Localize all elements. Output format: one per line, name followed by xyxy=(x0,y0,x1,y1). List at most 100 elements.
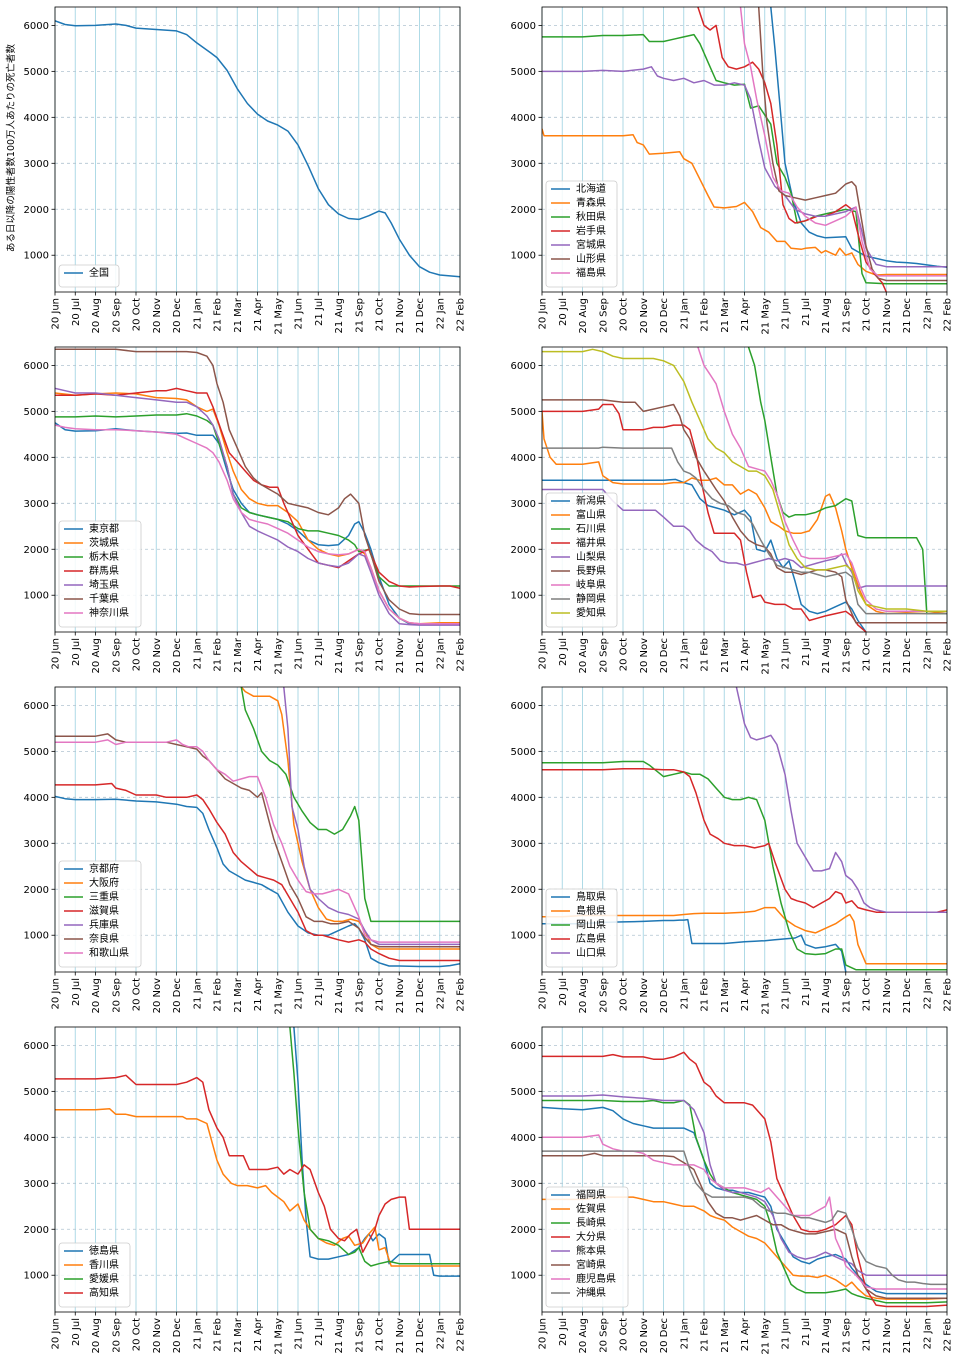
legend-label: 東京都 xyxy=(89,522,119,535)
x-tick-label: 21 Oct xyxy=(375,978,386,1011)
x-tick-label: 20 Nov xyxy=(639,298,650,334)
x-tick-label: 22 Feb xyxy=(456,638,467,672)
x-tick-label: 20 Jul xyxy=(71,1318,82,1346)
x-tick-label: 21 Jul xyxy=(314,638,325,666)
x-tick-label: 21 Dec xyxy=(902,298,913,333)
x-tick-label: 20 Jun xyxy=(51,638,62,670)
x-tick-label: 20 Aug xyxy=(91,298,102,333)
plot-frame xyxy=(541,346,948,633)
x-tick-label: 21 Jun xyxy=(781,978,792,1010)
x-tick-label: 20 Sep xyxy=(111,1318,122,1353)
x-tick-label: 21 Jul xyxy=(801,1318,812,1346)
series-line xyxy=(240,687,460,950)
y-tick-label: 2000 xyxy=(511,205,536,216)
legend-label: 香川県 xyxy=(89,1259,119,1271)
x-tick-label: 22 Jan xyxy=(922,1318,933,1349)
x-tick-label: 20 Jun xyxy=(51,1318,62,1350)
x-tick-label: 21 Mar xyxy=(720,1317,731,1353)
y-tick-label: 3000 xyxy=(24,499,49,510)
y-tick-label: 1000 xyxy=(24,1271,49,1282)
x-tick-label: 21 Feb xyxy=(213,978,224,1012)
plot-frame xyxy=(541,686,948,973)
legend-frame xyxy=(58,520,142,628)
y-tick-label: 5000 xyxy=(511,747,536,758)
legend-label: 福岡県 xyxy=(576,1188,606,1201)
series-group xyxy=(55,687,460,968)
x-tick-label: 20 Sep xyxy=(598,978,609,1013)
legend-label: 石川県 xyxy=(576,523,606,535)
y-tick-label: 3000 xyxy=(511,159,536,170)
plot-frame xyxy=(54,6,461,293)
x-tick-label: 21 Aug xyxy=(334,978,345,1013)
legend-label: 長崎県 xyxy=(576,1216,606,1229)
x-tick-label: 21 Apr xyxy=(253,1317,264,1351)
series-line xyxy=(55,412,460,587)
legend-frame xyxy=(58,860,142,968)
chart-panel-8: 20 Jun 20 Jul 20 Aug 20 Sep 20 Oct 20 Nov 20 D… xyxy=(511,1026,954,1355)
x-tick-label: 21 Jan xyxy=(192,298,203,329)
x-tick-label: 22 Jan xyxy=(435,978,446,1009)
series-group xyxy=(55,1027,460,1277)
x-tick-label: 21 Nov xyxy=(395,298,406,334)
legend-label: 富山県 xyxy=(576,508,606,521)
series-line xyxy=(283,687,460,946)
chart-panel-3: 20 Jun 20 Jul 20 Aug 20 Sep 20 Oct 20 Nov 20 D… xyxy=(24,346,467,675)
x-tick-label: 21 Dec xyxy=(902,1318,913,1353)
x-tick-label: 21 May xyxy=(273,298,284,335)
legend-label: 山梨県 xyxy=(576,550,606,563)
y-tick-label: 2000 xyxy=(24,205,49,216)
legend-label: 岡山県 xyxy=(576,919,606,931)
series-line xyxy=(55,1108,460,1267)
x-tick-label: 21 Feb xyxy=(700,298,711,332)
x-tick-label: 20 Oct xyxy=(619,1318,630,1351)
legend-frame xyxy=(545,180,618,288)
legend-label: 宮崎県 xyxy=(576,1258,606,1271)
x-tick-label: 20 Aug xyxy=(91,638,102,673)
x-tick-label: 21 Jan xyxy=(679,298,690,329)
y-tick-label: 5000 xyxy=(24,1087,49,1098)
x-tick-label: 21 Aug xyxy=(334,298,345,333)
series-line xyxy=(55,348,460,616)
x-tick-label: 21 Oct xyxy=(375,298,386,331)
x-tick-label: 21 Dec xyxy=(902,978,913,1013)
series-line xyxy=(739,7,947,277)
legend-label: 全国 xyxy=(89,266,109,279)
x-tick-label: 21 Jul xyxy=(801,978,812,1006)
x-tick-label: 22 Jan xyxy=(922,978,933,1009)
series-line xyxy=(542,348,947,613)
x-tick-label: 20 Sep xyxy=(598,1318,609,1353)
legend-label: 群馬県 xyxy=(89,564,119,577)
x-tick-label: 20 Dec xyxy=(172,1318,183,1353)
series-group xyxy=(55,348,460,626)
legend-label: 埼玉県 xyxy=(89,578,119,591)
x-tick-label: 22 Feb xyxy=(456,1318,467,1352)
x-tick-label: 21 Sep xyxy=(841,298,852,333)
plot-frame xyxy=(54,346,461,633)
x-tick-label: 21 Apr xyxy=(740,977,751,1011)
y-tick-label: 6000 xyxy=(24,361,49,372)
x-tick-label: 22 Feb xyxy=(943,638,954,672)
x-tick-label: 21 Apr xyxy=(740,297,751,331)
x-tick-label: 20 Oct xyxy=(132,638,143,671)
legend-label: 奈良県 xyxy=(89,932,119,945)
series-line xyxy=(542,1094,947,1276)
x-tick-label: 21 Jun xyxy=(781,638,792,670)
x-tick-label: 21 Jun xyxy=(294,1318,305,1350)
x-tick-label: 20 Jul xyxy=(71,298,82,326)
x-tick-label: 21 Sep xyxy=(354,978,365,1013)
x-tick-label: 21 Jul xyxy=(801,298,812,326)
series-line xyxy=(542,918,847,972)
y-tick-label: 4000 xyxy=(24,113,49,124)
x-tick-label: 21 Jan xyxy=(679,1318,690,1349)
x-tick-label: 20 Dec xyxy=(659,1318,670,1353)
x-tick-label: 22 Feb xyxy=(943,298,954,332)
x-tick-label: 20 Oct xyxy=(619,638,630,671)
y-tick-label: 4000 xyxy=(511,453,536,464)
y-tick-label: 1000 xyxy=(511,591,536,602)
legend: 全国 xyxy=(58,264,120,288)
x-tick-label: 22 Jan xyxy=(435,1318,446,1349)
series-group xyxy=(542,347,947,632)
x-tick-label: 21 Feb xyxy=(700,978,711,1012)
